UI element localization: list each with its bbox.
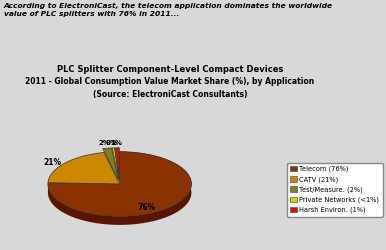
Text: 2011 - Global Consumption Value Market Share (%), by Application: 2011 - Global Consumption Value Market S…: [25, 78, 315, 86]
Text: (Source: ElectroniCast Consultants): (Source: ElectroniCast Consultants): [93, 90, 247, 99]
Text: PLC Splitter Component-Level Compact Devices: PLC Splitter Component-Level Compact Dev…: [57, 65, 283, 74]
Polygon shape: [48, 152, 191, 225]
Text: 1%: 1%: [110, 140, 123, 146]
Text: 2%: 2%: [98, 140, 110, 146]
Text: 21%: 21%: [43, 158, 61, 167]
Text: According to ElectroniCast, the telecom application dominates the worldwide
valu: According to ElectroniCast, the telecom …: [4, 2, 333, 17]
Polygon shape: [112, 148, 119, 180]
Polygon shape: [103, 148, 119, 180]
Text: 0%: 0%: [106, 140, 118, 146]
Polygon shape: [48, 152, 120, 184]
Legend: Telecom (76%), CATV (21%), Test/Measure. (2%), Private Networks (<1%), Harsh Env: Telecom (76%), CATV (21%), Test/Measure.…: [287, 162, 383, 217]
Polygon shape: [115, 148, 119, 180]
Polygon shape: [48, 152, 191, 216]
Text: 76%: 76%: [138, 203, 156, 212]
